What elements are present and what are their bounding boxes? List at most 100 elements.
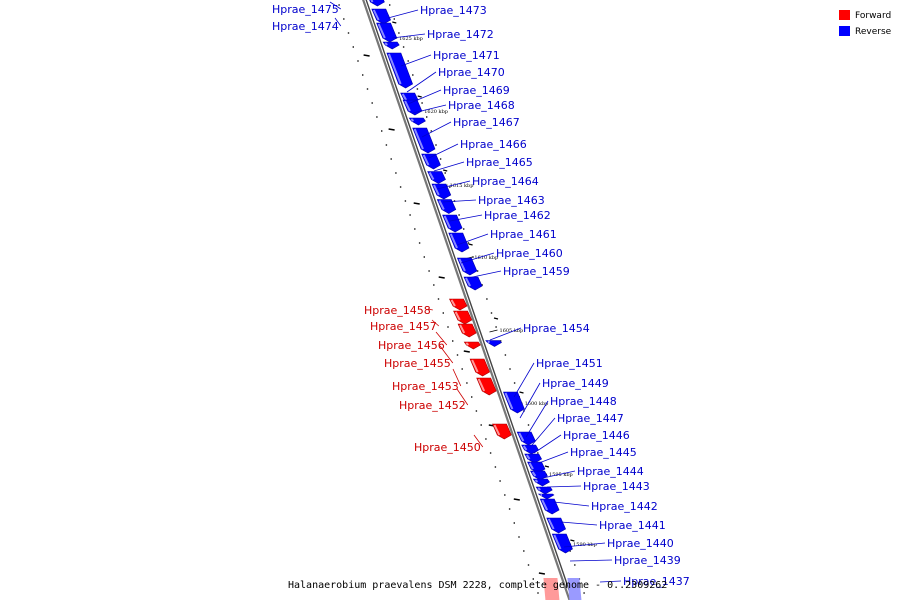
guide-dot: [476, 270, 479, 272]
gene-label-leader: [525, 400, 549, 438]
gene-label[interactable]: Hprae_1457: [370, 320, 437, 333]
reverse-gene-feature[interactable]: [551, 533, 573, 554]
gene-label[interactable]: Hprae_1448: [550, 395, 617, 408]
gene-label[interactable]: Hprae_1441: [599, 519, 666, 532]
guide-dash: [463, 350, 470, 353]
scale-tick-label: 1595 kbp: [549, 472, 573, 478]
forward-gene-feature[interactable]: [476, 377, 497, 396]
gene-feature-highlight: [471, 359, 479, 373]
guide-dot: [412, 74, 414, 76]
forward-gene-feature[interactable]: [457, 323, 477, 338]
guide-dot: [494, 466, 497, 468]
reverse-gene-feature[interactable]: [546, 517, 566, 534]
reverse-gene-feature[interactable]: [524, 453, 543, 464]
guide-dash: [363, 54, 370, 57]
gene-label[interactable]: Hprae_1468: [448, 99, 515, 112]
guide-dot: [475, 410, 478, 412]
reverse-gene-feature[interactable]: [463, 276, 483, 291]
gene-label[interactable]: Hprae_1456: [378, 339, 445, 352]
gene-label[interactable]: Hprae_1450: [414, 441, 481, 454]
gene-label[interactable]: Hprae_1446: [563, 429, 630, 442]
gene-label[interactable]: Hprae_1465: [466, 156, 533, 169]
gene-label[interactable]: Hprae_1447: [557, 412, 624, 425]
gene-label[interactable]: Hprae_1455: [384, 357, 451, 370]
gene-label-leader: [563, 542, 606, 548]
gene-label[interactable]: Hprae_1458: [364, 304, 431, 317]
gene-label[interactable]: Hprae_1460: [496, 247, 563, 260]
gene-label[interactable]: Hprae_1443: [583, 480, 650, 493]
reverse-gene-feature[interactable]: [567, 578, 582, 600]
gene-label[interactable]: Hprae_1471: [433, 49, 500, 62]
gene-label-leader: [412, 104, 447, 114]
gene-feature-highlight: [413, 128, 424, 150]
guide-dot: [472, 256, 474, 258]
reverse-gene-feature[interactable]: [371, 8, 391, 25]
forward-gene-feature[interactable]: [492, 423, 512, 440]
gene-label[interactable]: Hprae_1474: [272, 20, 339, 33]
gene-label[interactable]: Hprae_1440: [607, 537, 674, 550]
gene-feature-highlight: [465, 277, 471, 287]
gene-label-leader: [449, 214, 483, 222]
reverse-gene-feature[interactable]: [421, 153, 441, 170]
gene-label[interactable]: Hprae_1467: [453, 116, 520, 129]
gene-label[interactable]: Hprae_1454: [523, 322, 590, 335]
gene-label[interactable]: Hprae_1444: [577, 465, 644, 478]
gene-label[interactable]: Hprae_1442: [591, 500, 658, 513]
gene-label[interactable]: Hprae_1459: [503, 265, 570, 278]
gene-label[interactable]: Hprae_1469: [443, 84, 510, 97]
reverse-gene-feature[interactable]: [427, 171, 446, 184]
guide-dot: [399, 186, 402, 188]
reverse-gene-feature[interactable]: [376, 22, 398, 43]
gene-feature-highlight: [522, 445, 528, 451]
gene-feature-highlight: [534, 479, 539, 483]
reverse-gene-feature[interactable]: [448, 232, 470, 253]
reverse-gene-feature[interactable]: [537, 493, 555, 500]
guide-dot: [509, 368, 511, 370]
reverse-gene-feature[interactable]: [402, 99, 423, 116]
gene-label[interactable]: Hprae_1453: [392, 380, 459, 393]
gene-label[interactable]: Hprae_1463: [478, 194, 545, 207]
forward-gene-feature[interactable]: [449, 298, 468, 311]
gene-label[interactable]: Hprae_1439: [614, 554, 681, 567]
gene-label-leader: [569, 559, 613, 562]
guide-dot: [583, 592, 585, 594]
gene-label[interactable]: Hprae_1437: [623, 575, 690, 588]
guide-dash: [417, 95, 422, 98]
reverse-gene-feature[interactable]: [539, 498, 560, 515]
gene-label[interactable]: Hprae_1449: [542, 377, 609, 390]
gene-label[interactable]: Hprae_1451: [536, 357, 603, 370]
gene-label-leader: [519, 382, 541, 419]
guide-dot: [489, 452, 492, 454]
reverse-gene-feature[interactable]: [386, 52, 413, 89]
gene-label[interactable]: Hprae_1473: [420, 4, 487, 17]
gene-label-leader: [456, 233, 489, 246]
gene-label[interactable]: Hprae_1461: [490, 228, 557, 241]
forward-gene-feature[interactable]: [543, 578, 560, 600]
reverse-gene-feature[interactable]: [436, 199, 457, 214]
gene-label[interactable]: Hprae_1466: [460, 138, 527, 151]
gene-label-leader: [407, 89, 442, 105]
reverse-gene-feature[interactable]: [431, 183, 452, 200]
forward-gene-feature[interactable]: [453, 310, 473, 325]
gene-label[interactable]: Hprae_1462: [484, 209, 551, 222]
scale-tick-label: 1610 kbp: [474, 255, 498, 261]
gene-label[interactable]: Hprae_1475: [272, 3, 339, 16]
scale-tick-label: 1625 kbp: [399, 36, 423, 42]
reverse-gene-feature[interactable]: [503, 391, 525, 414]
genome-caption: Halanaerobium praevalens DSM 2228, compl…: [288, 580, 667, 591]
guide-dot: [499, 480, 501, 482]
legend: Forward Reverse: [839, 10, 892, 37]
forward-gene-feature[interactable]: [469, 358, 490, 377]
guide-dash: [413, 202, 420, 205]
genome-backbone: [362, 0, 574, 600]
gene-label[interactable]: Hprae_1472: [427, 28, 494, 41]
gene-label[interactable]: Hprae_1470: [438, 66, 505, 79]
reverse-gene-feature[interactable]: [412, 127, 436, 154]
gene-label[interactable]: Hprae_1452: [399, 399, 466, 412]
scale-tick-mark: [489, 329, 498, 333]
gene-label[interactable]: Hprae_1464: [472, 175, 539, 188]
scale-ticks: 1625 kbp 1620 kbp 1615 kbp 1610 kbp 1605 kbp…: [389, 36, 597, 548]
guide-dot: [362, 74, 364, 76]
gene-label[interactable]: Hprae_1445: [570, 446, 637, 459]
